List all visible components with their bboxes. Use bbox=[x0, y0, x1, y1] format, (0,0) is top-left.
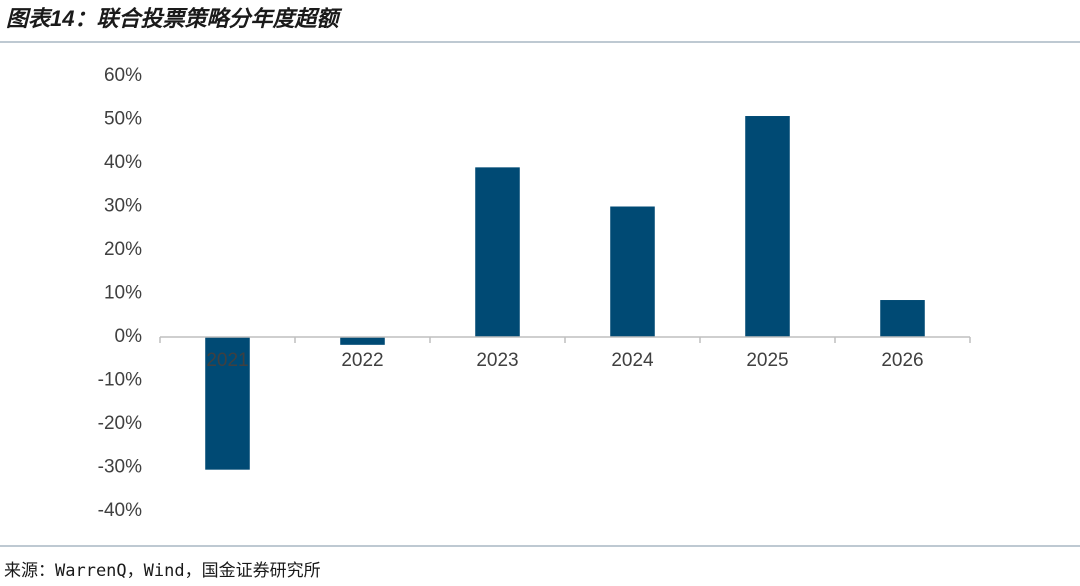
y-tick-label: -10% bbox=[98, 370, 142, 391]
bar bbox=[205, 337, 250, 470]
bar bbox=[475, 167, 520, 337]
y-tick-label: 40% bbox=[104, 152, 142, 173]
x-tick-label: 2025 bbox=[746, 350, 788, 371]
y-tick-label: 30% bbox=[104, 196, 142, 217]
bar bbox=[880, 300, 925, 337]
x-tick-label: 2022 bbox=[341, 350, 383, 371]
y-tick-label: -30% bbox=[98, 457, 142, 478]
source-note: 来源：WarrenQ，Wind，国金证券研究所 bbox=[4, 561, 321, 581]
y-tick-label: 10% bbox=[104, 283, 142, 304]
x-tick-label: 2026 bbox=[881, 350, 923, 371]
bar bbox=[745, 116, 790, 338]
bar bbox=[340, 337, 385, 345]
y-tick-label: 0% bbox=[115, 326, 143, 347]
y-tick-label: -20% bbox=[98, 413, 142, 434]
y-tick-label: 20% bbox=[104, 239, 142, 260]
y-tick-label: 50% bbox=[104, 109, 142, 130]
chart-title: 图表14：联合投票策略分年度超额 bbox=[6, 6, 342, 31]
x-tick-label: 2023 bbox=[476, 350, 518, 371]
x-tick-label: 2024 bbox=[611, 350, 654, 371]
bar bbox=[610, 206, 655, 337]
y-tick-label: 60% bbox=[104, 65, 142, 86]
y-tick-label: -40% bbox=[98, 500, 142, 521]
x-tick-label: 2021 bbox=[206, 350, 248, 371]
